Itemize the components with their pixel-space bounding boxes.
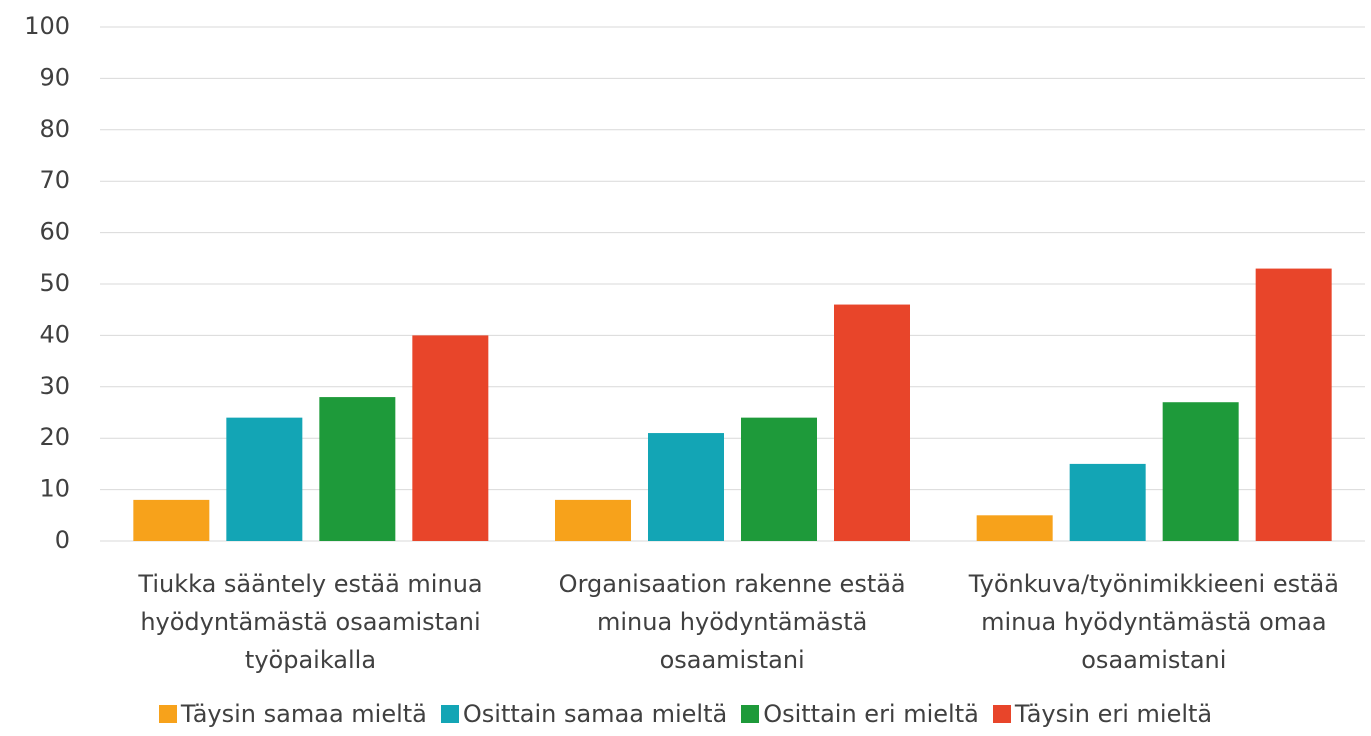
y-tick-label: 70 bbox=[39, 166, 70, 194]
y-tick-label: 0 bbox=[55, 526, 70, 554]
y-tick-label: 60 bbox=[39, 218, 70, 246]
y-tick-label: 90 bbox=[39, 63, 70, 91]
y-tick-label: 50 bbox=[39, 269, 70, 297]
x-tick-label: Tiukka sääntely estää minua hyödyntämäst… bbox=[138, 570, 483, 674]
bar bbox=[741, 417, 817, 541]
y-tick-label: 30 bbox=[39, 372, 70, 400]
bar bbox=[834, 304, 910, 541]
legend-item: Osittain samaa mieltä bbox=[440, 700, 728, 728]
bar bbox=[976, 515, 1053, 541]
legend-swatch bbox=[158, 705, 177, 723]
legend-label: Osittain eri mieltä bbox=[763, 700, 979, 728]
legend-label: Täysin samaa mieltä bbox=[180, 700, 427, 728]
bar bbox=[319, 397, 396, 541]
legend-swatch bbox=[440, 705, 459, 723]
legend-label: Täysin eri mieltä bbox=[1014, 700, 1213, 728]
legend-item: Täysin samaa mieltä bbox=[158, 700, 427, 728]
y-tick-label: 100 bbox=[24, 12, 70, 40]
legend-swatch bbox=[992, 705, 1011, 723]
bar bbox=[555, 499, 631, 541]
x-tick-label: Organisaation rakenne estää minua hyödyn… bbox=[558, 570, 906, 674]
y-tick-label: 80 bbox=[39, 115, 70, 143]
legend-item: Osittain eri mieltä bbox=[741, 700, 979, 728]
y-tick-label: 20 bbox=[39, 423, 70, 451]
legend-swatch bbox=[741, 705, 760, 723]
x-tick-label: Työnkuva/työnimikkieeni estää minua hyöd… bbox=[968, 570, 1339, 674]
bar bbox=[1162, 402, 1239, 541]
legend-item: Täysin eri mieltä bbox=[992, 700, 1213, 728]
bar bbox=[1069, 463, 1146, 541]
bar bbox=[226, 417, 303, 541]
bar bbox=[1255, 268, 1332, 541]
legend-label: Osittain samaa mieltä bbox=[462, 700, 728, 728]
y-tick-label: 10 bbox=[39, 475, 70, 503]
y-tick-label: 40 bbox=[39, 320, 70, 348]
bar bbox=[648, 433, 724, 541]
bar bbox=[412, 335, 489, 541]
legend: Täysin samaa mieltä Osittain samaa mieltä… bbox=[0, 700, 1371, 728]
bar bbox=[133, 499, 210, 541]
